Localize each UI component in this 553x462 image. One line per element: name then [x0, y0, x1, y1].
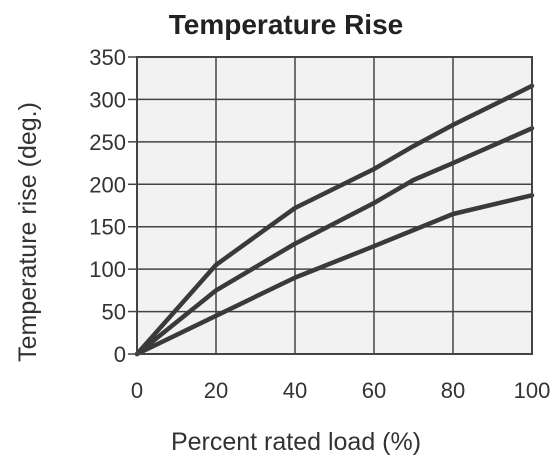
y-tick-label: 50: [102, 300, 126, 325]
series-line-2: [134, 126, 535, 357]
x-tick-label: 0: [131, 378, 143, 403]
series-lines: [134, 83, 535, 357]
y-tick-label: 0: [114, 342, 126, 367]
x-tick-label: 100: [514, 378, 551, 403]
x-axis-label: Percent rated load (%): [171, 428, 421, 456]
plot-frame: [136, 56, 533, 355]
plot-area: [137, 57, 532, 354]
y-tick-label: 350: [89, 45, 126, 70]
x-tick-label: 40: [283, 378, 307, 403]
series-line-1: [134, 83, 535, 357]
gridlines: [137, 57, 532, 354]
x-tick-label: 80: [441, 378, 465, 403]
y-tick-label: 300: [89, 87, 126, 112]
y-tick-label: 250: [89, 130, 126, 155]
y-tick-label: 100: [89, 257, 126, 282]
chart-title: Temperature Rise: [169, 9, 403, 40]
y-tick-label: 150: [89, 215, 126, 240]
x-tick-label: 60: [362, 378, 386, 403]
tick-labels: 0 20 40 60 80 100 0 50 100 150 200 250 300 350: [89, 45, 550, 403]
x-tick-label: 20: [204, 378, 228, 403]
y-tick-label: 200: [89, 172, 126, 197]
y-axis-label: Temperature rise (deg.): [14, 102, 42, 362]
series-line-3: [134, 193, 535, 357]
